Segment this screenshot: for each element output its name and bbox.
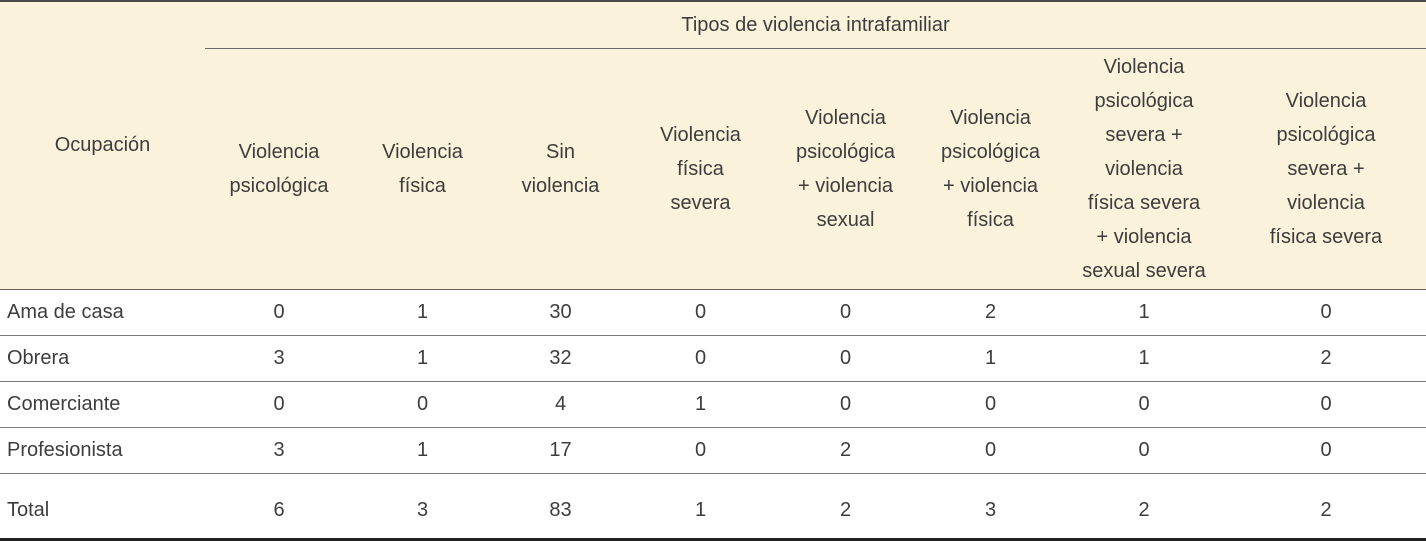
- total-cell: 3: [919, 473, 1062, 540]
- total-cell: 6: [205, 473, 353, 540]
- table-cell: 3: [205, 335, 353, 382]
- table-row-comerciante: Comerciante 0 0 4 1 0 0 0 0: [0, 381, 1426, 428]
- column-header-violencia-fisica: Violencia física: [353, 48, 492, 290]
- table-cell: 1: [353, 427, 492, 474]
- table-cell: 0: [1226, 381, 1426, 428]
- column-header-row: Violencia psicológica Violencia física S…: [0, 48, 1426, 290]
- row-label: Comerciante: [0, 381, 205, 428]
- total-row-label: Total: [0, 473, 205, 540]
- table-row-profesionista: Profesionista 3 1 17 0 2 0 0 0: [0, 427, 1426, 474]
- table-cell: 0: [629, 335, 772, 382]
- table-cell: 0: [1226, 427, 1426, 474]
- column-header-psicologica-mas-fisica: Violencia psicológica + violencia física: [919, 48, 1062, 290]
- table-cell: 0: [772, 381, 919, 428]
- table-cell: 2: [919, 289, 1062, 336]
- total-cell: 1: [629, 473, 772, 540]
- table-cell: 0: [1062, 381, 1226, 428]
- column-header-psicologica-mas-sexual: Violencia psicológica + violencia sexual: [772, 48, 919, 290]
- total-cell: 2: [1062, 473, 1226, 540]
- table-row-obrera: Obrera 3 1 32 0 0 1 1 2: [0, 335, 1426, 382]
- spanner-row: Ocupación Tipos de violencia intrafamili…: [0, 1, 1426, 290]
- table-cell: 2: [772, 427, 919, 474]
- column-header-violencia-psicologica: Violencia psicológica: [205, 48, 353, 290]
- table-cell: 1: [353, 289, 492, 336]
- table-cell: 1: [919, 335, 1062, 382]
- table-cell: 1: [1062, 335, 1226, 382]
- table-cell: 0: [772, 335, 919, 382]
- column-header-violencia-fisica-severa: Violencia física severa: [629, 48, 772, 290]
- table-cell: 0: [919, 427, 1062, 474]
- row-header-ocupacion: Ocupación: [0, 1, 205, 290]
- table-cell: 0: [629, 427, 772, 474]
- column-header-psicologica-severa-fisica-severa: Violencia psicológica severa + violencia…: [1226, 48, 1426, 290]
- table-cell: 0: [205, 381, 353, 428]
- table-row-ama-de-casa: Ama de casa 0 1 30 0 0 2 1 0: [0, 289, 1426, 336]
- row-label: Ama de casa: [0, 289, 205, 336]
- table-cell: 0: [919, 381, 1062, 428]
- total-cell: 83: [492, 473, 629, 540]
- column-header-psicologica-severa-fisica-severa-sexual-severa: Violencia psicológica severa + violencia…: [1062, 48, 1226, 290]
- table-cell: 17: [492, 427, 629, 474]
- table-cell: 0: [1062, 427, 1226, 474]
- table-row-total: Total 6 3 83 1 2 3 2 2: [0, 473, 1426, 540]
- total-cell: 2: [772, 473, 919, 540]
- total-cell: 3: [353, 473, 492, 540]
- table-cell: 32: [492, 335, 629, 382]
- table-cell: 1: [629, 381, 772, 428]
- table-cell: 0: [1226, 289, 1426, 336]
- row-label: Obrera: [0, 335, 205, 382]
- total-cell: 2: [1226, 473, 1426, 540]
- column-header-sin-violencia: Sin violencia: [492, 48, 629, 290]
- table-cell: 2: [1226, 335, 1426, 382]
- table-cell: 1: [1062, 289, 1226, 336]
- row-label: Profesionista: [0, 427, 205, 474]
- table-cell: 0: [205, 289, 353, 336]
- table-cell: 0: [772, 289, 919, 336]
- table-cell: 30: [492, 289, 629, 336]
- table-cell: 4: [492, 381, 629, 428]
- table-cell: 1: [353, 335, 492, 382]
- table-cell: 0: [629, 289, 772, 336]
- table-spanner-title: Tipos de violencia intrafamiliar: [205, 1, 1426, 49]
- table-cell: 0: [353, 381, 492, 428]
- table-cell: 3: [205, 427, 353, 474]
